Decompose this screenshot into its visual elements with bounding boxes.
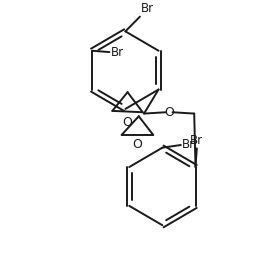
- Text: O: O: [133, 138, 142, 151]
- Text: O: O: [164, 106, 174, 119]
- Text: Br: Br: [111, 46, 124, 58]
- Text: O: O: [122, 116, 133, 129]
- Text: Br: Br: [141, 2, 154, 15]
- Text: Br: Br: [182, 138, 195, 152]
- Text: Br: Br: [190, 134, 203, 147]
